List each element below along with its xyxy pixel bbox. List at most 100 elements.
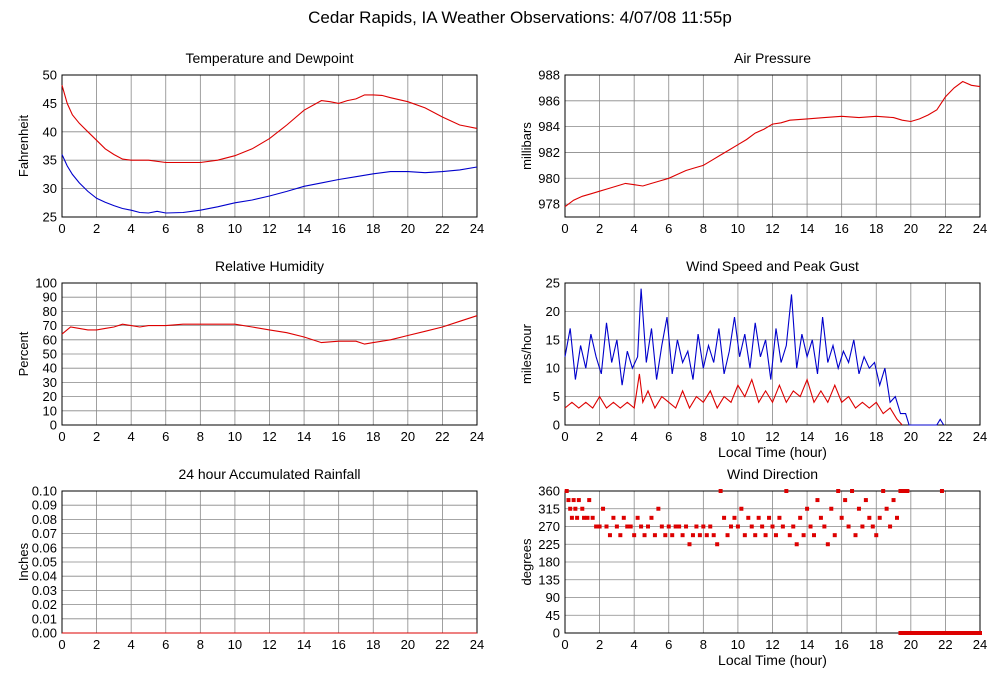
y-tick-label: 10 (546, 361, 560, 376)
data-point (805, 506, 810, 511)
data-point (978, 631, 982, 635)
x-tick-label: 10 (228, 637, 242, 652)
x-tick-label: 24 (973, 637, 987, 652)
data-point (832, 533, 837, 538)
data-point (794, 542, 799, 547)
x-tick-label: 10 (731, 637, 745, 652)
data-point (763, 533, 768, 538)
x-tick-label: 16 (834, 221, 848, 236)
data-point (753, 533, 758, 538)
data-point (659, 524, 664, 529)
data-point (801, 533, 806, 538)
y-tick-label: 5 (553, 389, 560, 404)
x-tick-label: 12 (765, 637, 779, 652)
data-point (929, 631, 934, 635)
x-tick-label: 2 (93, 221, 100, 236)
y-tick-label: 50 (43, 68, 57, 83)
y-tick-label: 70 (43, 318, 57, 333)
data-point (850, 489, 855, 493)
x-tick-label: 10 (731, 429, 745, 444)
x-tick-label: 16 (834, 637, 848, 652)
x-tick-label: 0 (561, 637, 568, 652)
chart-wind-direction: 0 2 4 6 8 10 12 14 16 18 20 22 240459013518022527031… (519, 466, 987, 668)
data-point (621, 515, 626, 520)
data-point (915, 631, 920, 635)
y-tick-label: 0.10 (32, 484, 57, 499)
y-tick-label: 135 (538, 572, 560, 587)
x-tick-label: 20 (401, 637, 415, 652)
x-tick-label: 12 (765, 221, 779, 236)
y-tick-label: 0.09 (32, 498, 57, 513)
data-point (746, 515, 751, 520)
x-tick-label: 22 (938, 637, 952, 652)
x-tick-label: 16 (331, 221, 345, 236)
chart-temperature: 0 2 4 6 8 10 12 14 16 18 20 22 24253035404550Tempera… (16, 50, 484, 236)
x-tick-label: 12 (262, 221, 276, 236)
chart-title: Temperature and Dewpoint (185, 50, 353, 66)
x-tick-label: 14 (297, 221, 311, 236)
data-point (767, 515, 772, 520)
y-tick-label: 0.06 (32, 540, 57, 555)
x-tick-label: 14 (800, 637, 814, 652)
data-point (846, 524, 851, 529)
data-point (573, 506, 578, 511)
y-axis-label: Fahrenheit (16, 115, 31, 178)
data-point (974, 631, 979, 635)
y-tick-label: 80 (43, 304, 57, 319)
data-point (884, 506, 889, 511)
y-tick-label: 25 (546, 276, 560, 291)
data-point (780, 524, 785, 529)
data-point (597, 524, 602, 529)
data-point (568, 506, 573, 511)
x-tick-label: 10 (731, 221, 745, 236)
y-tick-label: 0.03 (32, 583, 57, 598)
data-point (594, 524, 599, 529)
data-point (566, 498, 571, 503)
data-point (625, 524, 630, 529)
data-point (670, 533, 675, 538)
y-tick-label: 0 (50, 418, 57, 433)
data-point (749, 524, 754, 529)
data-point (943, 631, 948, 635)
series-line (61, 85, 478, 164)
data-point (680, 533, 685, 538)
y-tick-label: 982 (538, 145, 560, 160)
y-tick-label: 0.08 (32, 512, 57, 527)
y-tick-label: 0 (553, 626, 560, 641)
chart-rainfall: 0 2 4 6 8 10 12 14 16 18 20 22 240.000.010.020.030.0… (16, 466, 484, 652)
x-tick-label: 22 (435, 221, 449, 236)
data-point (711, 533, 716, 538)
x-axis-label: Local Time (hour) (718, 444, 827, 460)
data-point (708, 524, 713, 529)
y-tick-label: 0.05 (32, 555, 57, 570)
x-tick-label: 18 (869, 221, 883, 236)
data-point (715, 542, 720, 547)
data-point (933, 631, 938, 635)
page-title: Cedar Rapids, IA Weather Observations: 4… (308, 8, 732, 27)
chart-title: Wind Speed and Peak Gust (686, 258, 859, 274)
y-tick-label: 0.04 (32, 569, 57, 584)
y-tick-label: 90 (546, 590, 560, 605)
x-tick-label: 18 (366, 637, 380, 652)
x-tick-label: 0 (561, 429, 568, 444)
data-point (967, 631, 972, 635)
x-tick-label: 8 (700, 637, 707, 652)
x-tick-label: 16 (331, 637, 345, 652)
plot-frame (564, 490, 981, 634)
data-point (939, 631, 944, 635)
data-point (666, 524, 671, 529)
x-tick-label: 4 (631, 221, 638, 236)
data-point (760, 524, 765, 529)
series-line (564, 288, 945, 426)
x-tick-label: 12 (262, 637, 276, 652)
chart-title: Air Pressure (734, 50, 811, 66)
data-point (870, 524, 875, 529)
data-point (898, 489, 903, 493)
x-tick-label: 2 (93, 429, 100, 444)
data-point (663, 533, 668, 538)
data-point (818, 515, 823, 520)
data-point (652, 533, 657, 538)
y-axis-label: Percent (16, 331, 31, 376)
